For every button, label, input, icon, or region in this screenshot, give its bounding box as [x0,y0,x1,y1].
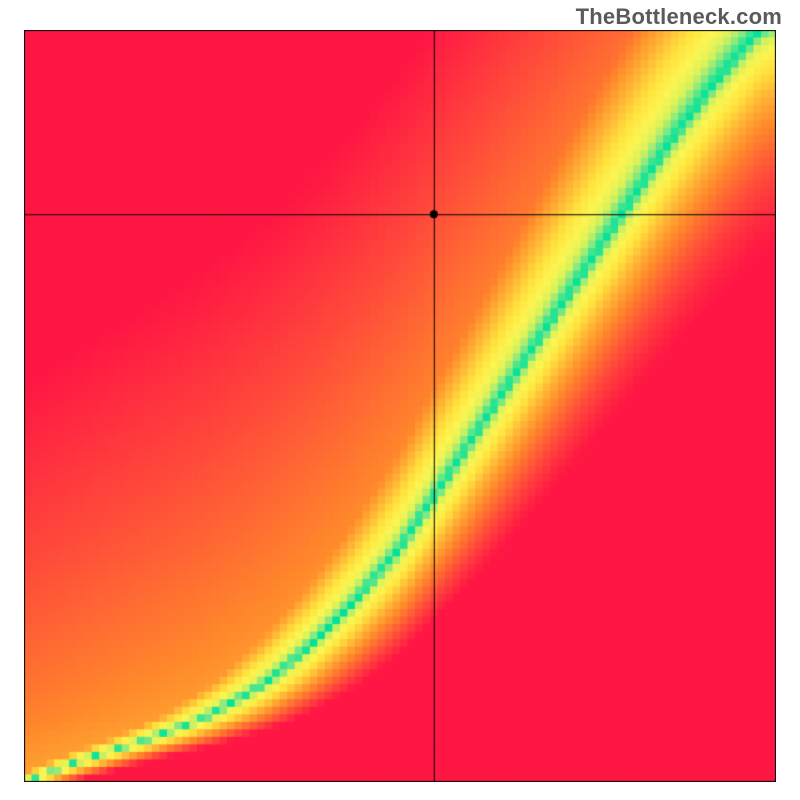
watermark-text: TheBottleneck.com [576,4,782,30]
chart-container: TheBottleneck.com [0,0,800,800]
heatmap-canvas [24,30,776,782]
